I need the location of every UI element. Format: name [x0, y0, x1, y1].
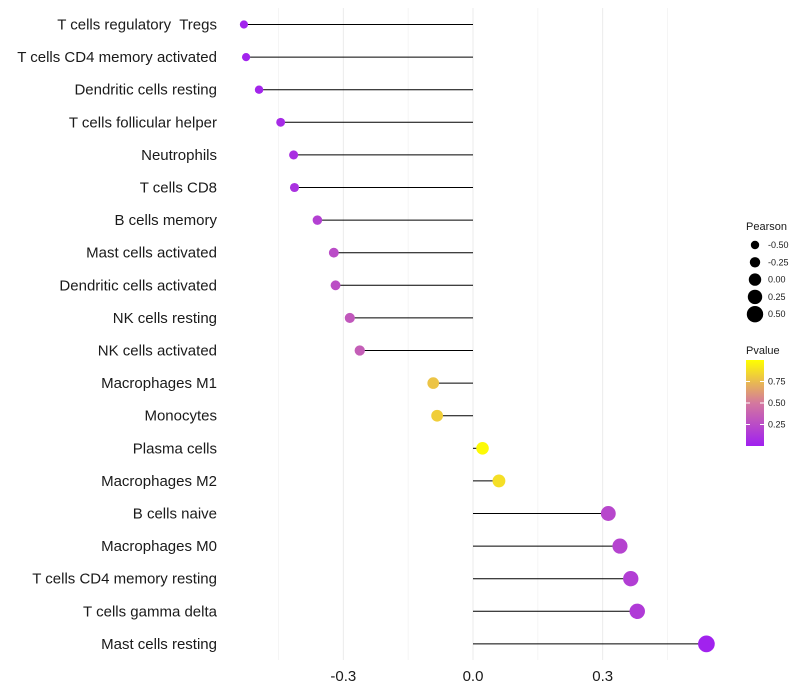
lollipop-point [241, 53, 251, 62]
lollipop-point [431, 409, 443, 422]
y-axis-labels: T cells regulatory Tregs T cells CD4 memo… [17, 17, 217, 653]
y-axis-label: Dendritic cells activated [59, 277, 217, 294]
y-axis-label: T cells CD4 memory activated [17, 49, 217, 66]
x-tick-label: 0.0 [463, 668, 484, 685]
lollipop-point [698, 635, 715, 653]
lollipop-point [276, 117, 286, 127]
lollipop-point [330, 280, 341, 291]
lollipop-point [312, 215, 323, 225]
legend-pearson-label: 0.25 [768, 292, 786, 302]
lollipop-point [623, 571, 639, 587]
lollipop-point [629, 603, 645, 620]
y-axis-label: Dendritic cells resting [74, 82, 217, 99]
legend-pvalue-colorbar [746, 360, 764, 446]
legend-pearson: Pearson -0.50 -0.25 0.00 0.25 0.50 [746, 221, 789, 323]
legend-pvalue: Pvalue 0.25 0.50 0.75 [746, 345, 786, 446]
y-axis-label: B cells naive [133, 506, 217, 523]
y-axis-label: Macrophages M0 [101, 538, 217, 555]
legend-pearson-key [749, 257, 761, 268]
legend-pvalue-label: 0.50 [768, 398, 786, 408]
y-axis-label: Mast cells activated [86, 245, 217, 262]
lollipop-point [427, 377, 440, 389]
y-axis-label: Macrophages M2 [101, 473, 217, 490]
x-axis-ticks: -0.3 0.0 0.3 [330, 668, 613, 685]
lollipop-point [289, 150, 299, 160]
lollipop-point [328, 247, 339, 258]
lollipop-points [239, 20, 715, 653]
y-axis-label: NK cells activated [98, 343, 217, 360]
y-axis-label: NK cells resting [113, 310, 217, 327]
y-axis-label: T cells CD4 memory resting [32, 571, 217, 588]
x-tick-label: 0.3 [592, 668, 613, 685]
legend-pvalue-title: Pvalue [746, 345, 780, 357]
legend-pearson-key [750, 240, 760, 250]
legend-pearson-label: -0.50 [768, 240, 789, 250]
legend-pearson-label: 0.00 [768, 275, 786, 285]
lollipop-point [254, 85, 264, 94]
y-axis-label: Neutrophils [141, 147, 217, 164]
y-axis-label: Macrophages M1 [101, 375, 217, 392]
legend-pearson-key [748, 273, 762, 286]
y-axis-label: Monocytes [144, 408, 217, 425]
y-axis-label: T cells CD8 [140, 180, 217, 197]
x-tick-label: -0.3 [330, 668, 356, 685]
y-axis-label: T cells regulatory Tregs [57, 17, 217, 34]
y-axis-label: Mast cells resting [101, 636, 217, 653]
lollipop-point [344, 312, 355, 323]
legend-pearson-key [747, 289, 763, 305]
legend-pvalue-label: 0.25 [768, 420, 786, 430]
lollipop-point [476, 442, 489, 455]
y-axis-label: T cells follicular helper [69, 114, 217, 131]
legend-pearson-label: -0.25 [768, 257, 789, 267]
lollipop-point [612, 538, 628, 554]
legend-pvalue-label: 0.75 [768, 377, 786, 387]
lollipop-stems [243, 24, 707, 645]
lollipop-point [289, 182, 300, 193]
lollipop-point [354, 345, 365, 356]
lollipop-point [492, 474, 506, 488]
legend-pearson-title: Pearson [746, 221, 787, 233]
grid-lines [278, 8, 668, 660]
lollipop-point [239, 20, 248, 29]
y-axis-label: B cells memory [114, 212, 217, 229]
legend-pearson-label: 0.50 [768, 309, 786, 319]
legend-pearson-key [746, 306, 764, 323]
y-axis-label: Plasma cells [133, 440, 217, 457]
y-axis-label: T cells gamma delta [83, 603, 218, 620]
lollipop-point [600, 506, 616, 521]
